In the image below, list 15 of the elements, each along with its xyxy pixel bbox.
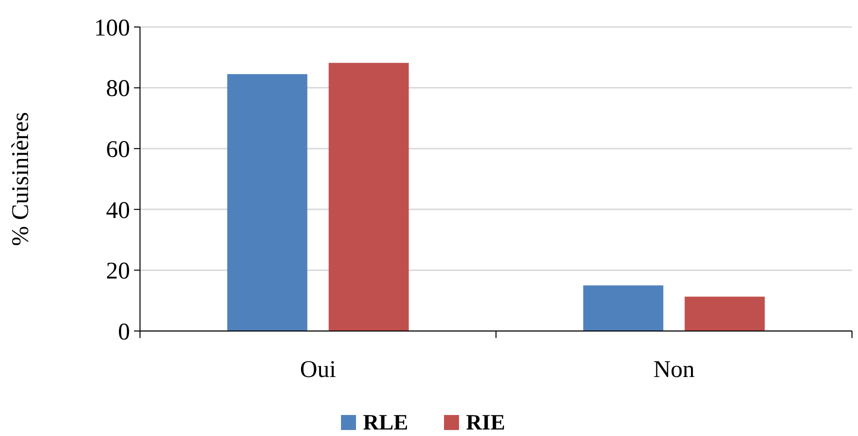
bar	[328, 62, 409, 331]
y-tick-label: 100	[94, 15, 130, 42]
bar	[583, 285, 664, 331]
y-tick-label: 40	[106, 198, 130, 224]
y-tick-label: 20	[106, 258, 130, 285]
legend-label: RLE	[363, 410, 408, 435]
bar	[684, 296, 765, 331]
y-tick-label: 80	[106, 76, 130, 102]
y-axis-title: % Cuisinières	[8, 112, 34, 246]
legend-label: RIE	[466, 410, 506, 435]
y-tick-label: 60	[106, 137, 130, 163]
bar	[227, 74, 308, 331]
x-tick-label: Non	[653, 357, 695, 383]
y-tick-label: 0	[118, 319, 130, 346]
x-tick-label: Oui	[300, 357, 336, 383]
